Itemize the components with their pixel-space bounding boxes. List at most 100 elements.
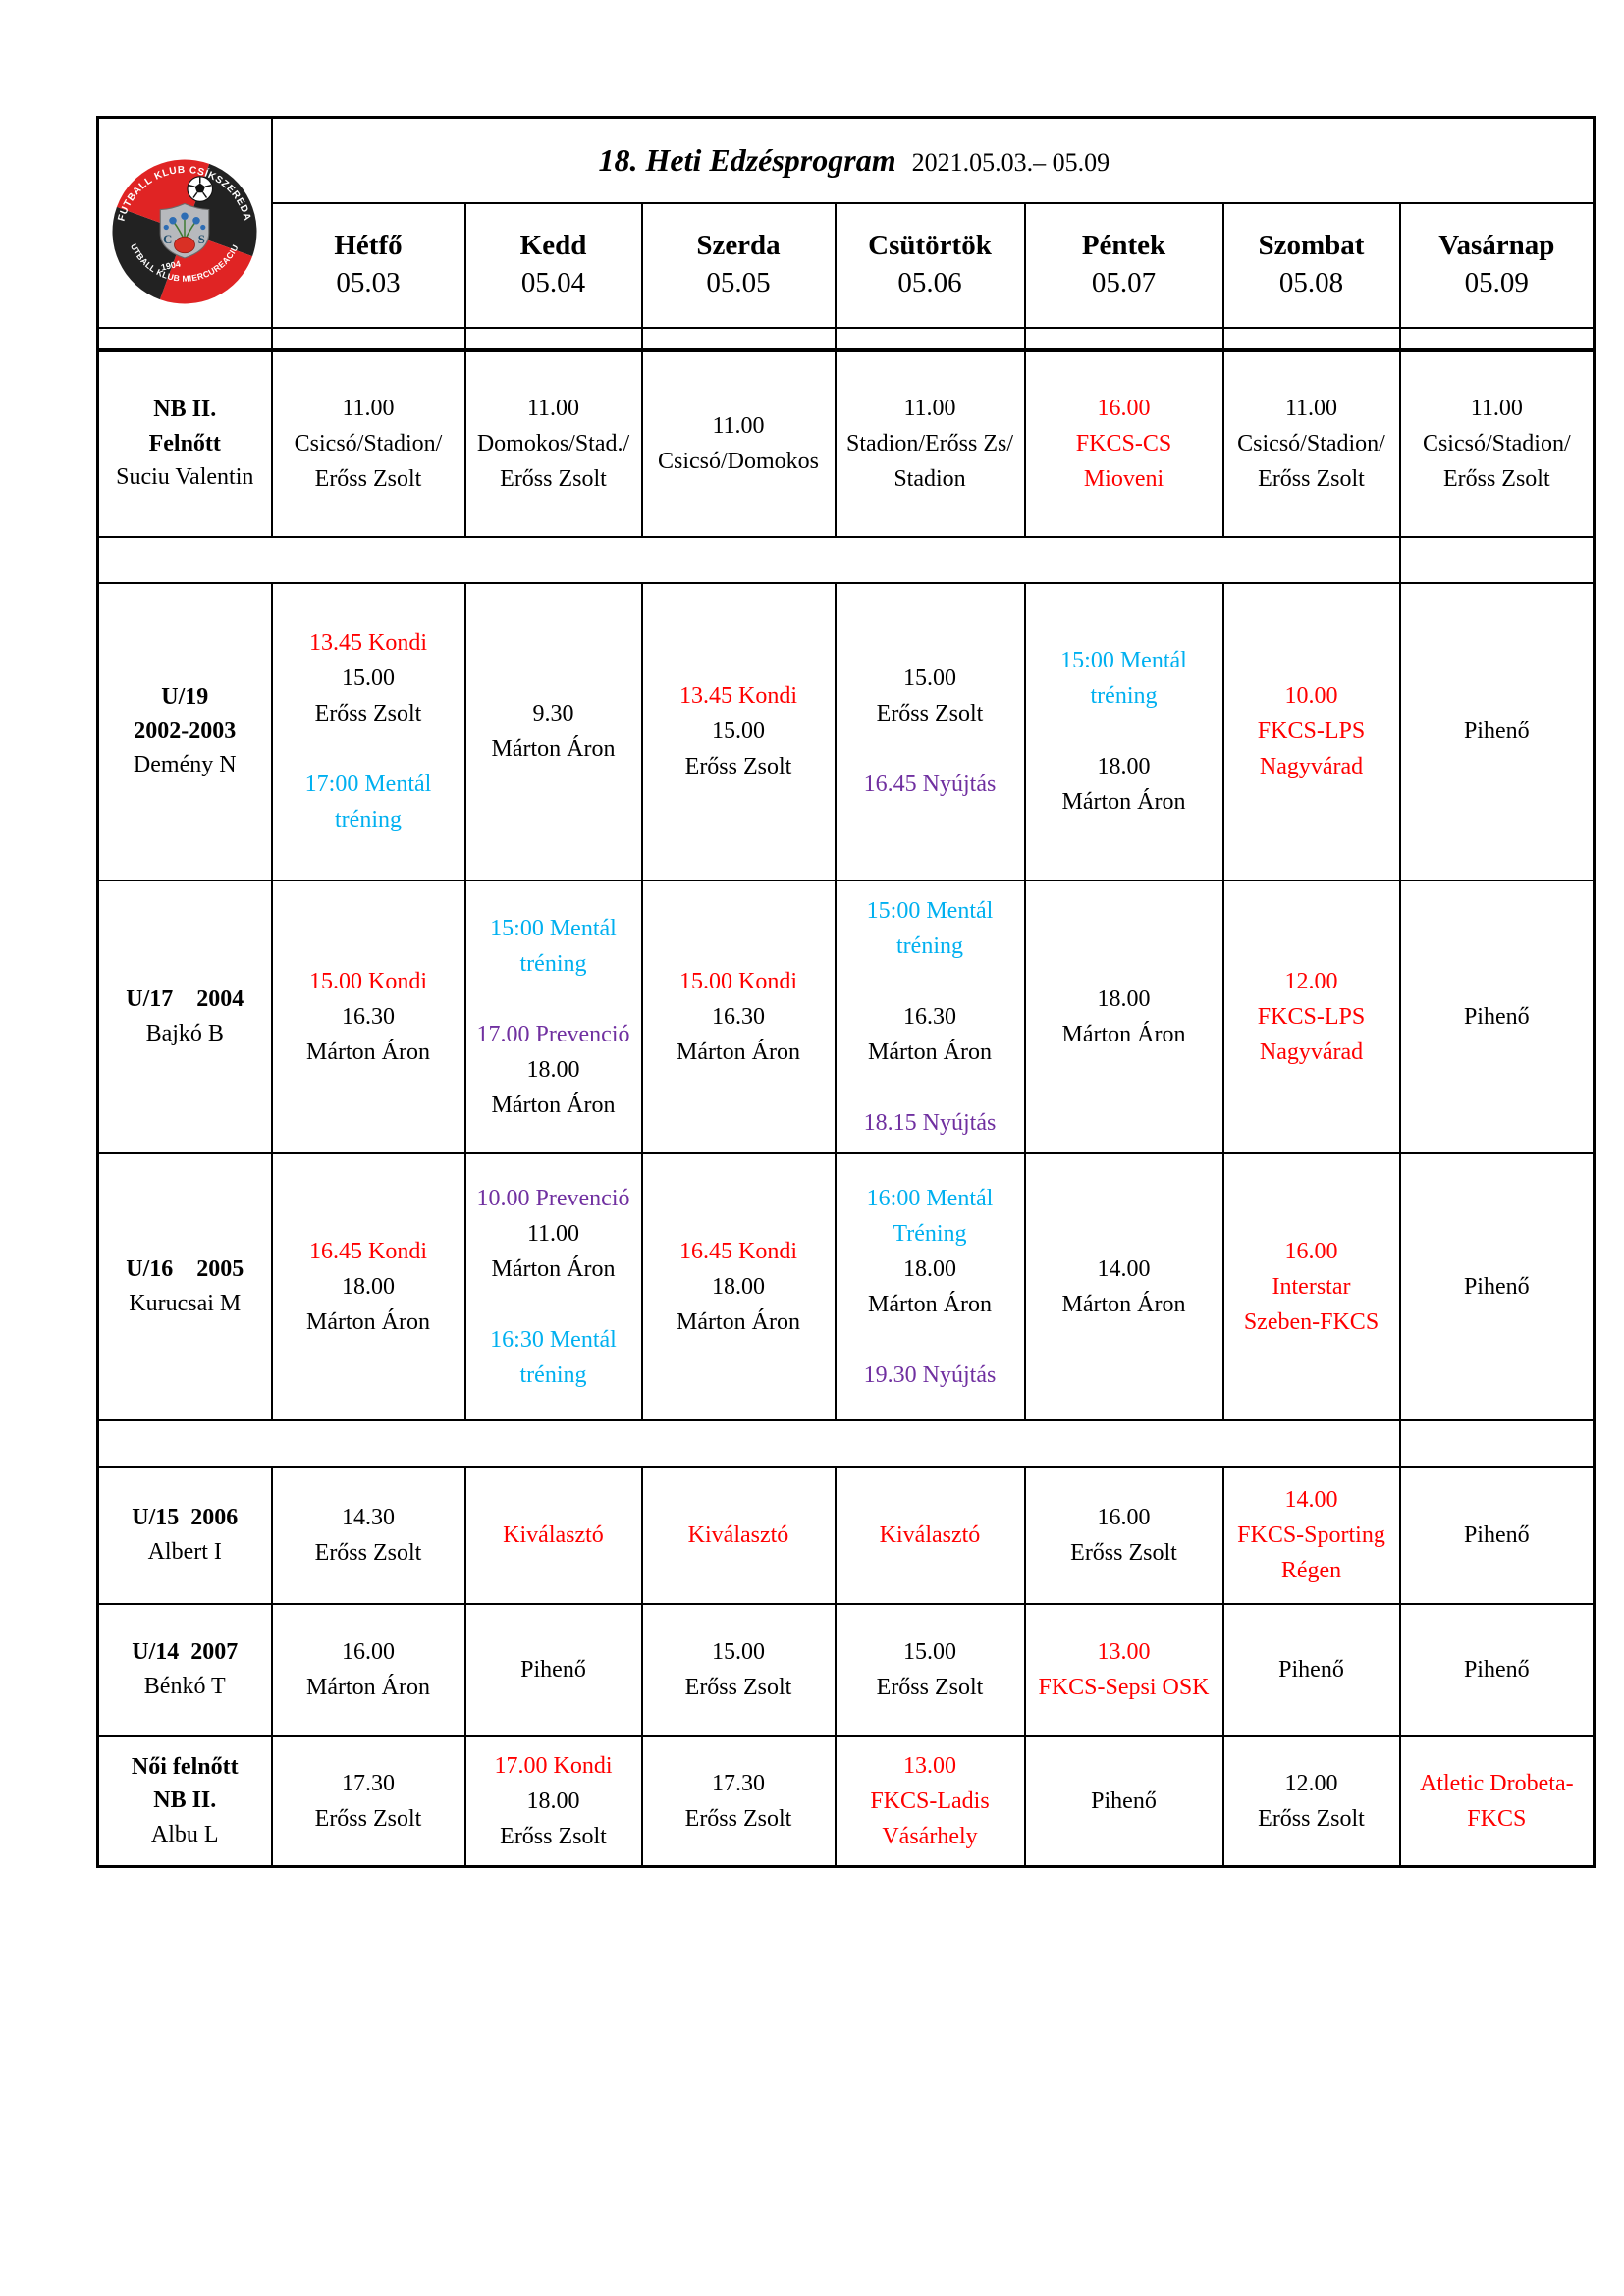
day-header-szombat: Szombat 05.08: [1221, 201, 1401, 329]
cell-u14-pentek: 13.00 FKCS-Sepsi OSK: [1023, 1602, 1224, 1737]
separator-row: [96, 535, 1596, 584]
schedule-entry-line: FKCS-CS: [1075, 431, 1172, 456]
schedule-entry-line: 16.45 Nyújtás: [863, 772, 997, 797]
schedule-entry-line: Márton Áron: [1061, 789, 1186, 815]
team-label-line: 2002-2003: [134, 718, 237, 744]
schedule-entry-line: 18.15 Nyújtás: [863, 1109, 997, 1136]
schedule-head: C S FUTBALL KLUB CSÍKSZEREDA FUTBALL KLU…: [96, 116, 1596, 329]
cell-u16-szerda: 16.45 Kondi 18.00 Márton Áron: [640, 1151, 837, 1421]
team-label-line: U/15 2006: [132, 1504, 239, 1530]
day-name: Kedd: [519, 230, 587, 262]
day-date: 05.03: [336, 267, 401, 298]
schedule-entry-line: Márton Áron: [1061, 1021, 1186, 1047]
schedule-entry-line: Stadion/Erőss Zs/: [845, 431, 1013, 456]
schedule-entry-line: 16.00: [1097, 396, 1151, 421]
schedule-table: C S FUTBALL KLUB CSÍKSZEREDA FUTBALL KLU…: [96, 116, 1597, 1868]
schedule-entry-line: Domokos/Stad./: [476, 431, 630, 456]
schedule-entry-line: 15.00 Kondi: [309, 968, 427, 994]
schedule-entry-line: 14.00: [1284, 1486, 1338, 1513]
cell-u19-vasarnap: Pihenő: [1398, 581, 1596, 881]
schedule-entry-line: 9.30: [532, 701, 574, 726]
schedule-entry-line: 18.00: [526, 1788, 580, 1814]
schedule-entry-line: FKCS-Sepsi OSK: [1038, 1675, 1210, 1700]
schedule-entry-line: FKCS-Ladis: [870, 1788, 990, 1814]
schedule-entry-line: 11.00: [342, 396, 395, 421]
separator-cell: [1398, 326, 1596, 351]
team-label-line: NB II.: [153, 1788, 217, 1814]
page-title: 18. Heti Edzésprogram: [598, 141, 896, 178]
cell-u16-szombat: 16.00 Interstar Szeben-FKCS: [1221, 1151, 1401, 1421]
separator-cell: [1023, 326, 1224, 351]
schedule-row-u15: U/15 2006 Albert I 14.30 Erőss Zsolt Kiválas…: [96, 1465, 1596, 1605]
schedule-entry-line: 17.30: [342, 1770, 395, 1796]
day-date: 05.05: [706, 267, 771, 298]
schedule-entry-line: 15.00: [712, 1639, 765, 1665]
cell-u14-hetfo: 16.00 Márton Áron: [270, 1602, 466, 1737]
schedule-entry-line: 16.00: [342, 1639, 395, 1665]
cell-u15-szombat: 14.00 FKCS-Sporting Régen: [1221, 1465, 1401, 1605]
schedule-entry-line: 15:00 Mentál: [490, 915, 617, 941]
schedule-entry-line: tréning: [519, 1362, 587, 1388]
cell-u16-kedd: 10.00 Prevenció 11.00 Márton Áron 16:30 Men…: [463, 1151, 643, 1421]
cell-u17-kedd: 15:00 Mentál tréning 17.00 Prevenció 18.00 M…: [463, 879, 643, 1154]
schedule-entry-line: 17.30: [712, 1770, 765, 1796]
schedule-entry-line: Erőss Zsolt: [876, 1675, 984, 1700]
blank-line: [838, 731, 1023, 767]
cell-noi-felnott-kedd: 17.00 Kondi 18.00 Erőss Zsolt: [463, 1735, 643, 1868]
separator-row: [96, 1418, 1596, 1468]
cell-u19-csutortok: 15.00 Erőss Zsolt 16.45 Nyújtás: [834, 581, 1026, 881]
schedule-entry-line: Nagyvárad: [1259, 1039, 1364, 1065]
schedule-entry-line: Vásárhely: [882, 1823, 978, 1849]
cell-u16-csutortok: 16:00 Mentál Tréning 18.00 Márton Áron 19.30…: [834, 1151, 1026, 1421]
schedule-entry-line: Mioveni: [1083, 466, 1164, 492]
schedule-entry-line: Pihenő: [1463, 719, 1530, 744]
schedule-entry-line: 16.30: [712, 1003, 765, 1030]
blank-line: [838, 1322, 1023, 1358]
schedule-row-u16: U/16 2005 Kurucsai M 16.45 Kondi 18.00 Márto…: [96, 1151, 1596, 1421]
schedule-entry-line: Márton Áron: [306, 1675, 430, 1700]
schedule-entry-line: 16.45 Kondi: [309, 1238, 427, 1264]
separator-cell: [1398, 535, 1596, 584]
schedule-entry-line: Csicsó/Domokos: [657, 449, 819, 474]
schedule-entry-line: Interstar: [1272, 1273, 1351, 1300]
schedule-entry-line: 16.00: [1097, 1504, 1151, 1530]
schedule-entry-line: 11.00: [1284, 396, 1338, 421]
cell-u17-szerda: 15.00 Kondi 16.30 Márton Áron: [640, 879, 837, 1154]
cell-u15-hetfo: 14.30 Erőss Zsolt: [270, 1465, 466, 1605]
team-label-line: U/16 2005: [126, 1255, 244, 1282]
schedule-row-u17: U/17 2004 Bajkó B 15.00 Kondi 16.30 Márton Á…: [96, 879, 1596, 1154]
schedule-entry-line: 11.00: [903, 396, 956, 421]
cell-u16-pentek: 14.00 Márton Áron: [1023, 1151, 1224, 1421]
separator-cell: [834, 326, 1026, 351]
cell-u16-hetfo: 16.45 Kondi 18.00 Márton Áron: [270, 1151, 466, 1421]
schedule-entry-line: 18.00: [342, 1273, 395, 1300]
team-label-line: Albert I: [147, 1538, 222, 1565]
schedule-entry-line: Stadion: [893, 466, 966, 492]
logo-ball-icon: [187, 176, 214, 202]
schedule-entry-line: Márton Áron: [306, 1308, 430, 1335]
schedule-entry-line: Pihenő: [1463, 1657, 1530, 1682]
schedule-entry-line: FKCS: [1467, 1805, 1527, 1832]
team-label-line: U/17 2004: [126, 986, 244, 1012]
schedule-entry-line: Márton Áron: [677, 1308, 800, 1335]
cell-nb2-felnott-szombat: 11.00 Csicsó/Stadion/Erőss Zsolt: [1221, 347, 1401, 538]
schedule-entry-line: Márton Áron: [491, 736, 616, 762]
day-name: Vasárnap: [1438, 230, 1555, 262]
schedule-entry-line: Erőss Zsolt: [314, 701, 422, 726]
schedule-entry-line: Pihenő: [1463, 1273, 1530, 1300]
cell-u14-csutortok: 15.00 Erőss Zsolt: [834, 1602, 1026, 1737]
day-name: Csütörtök: [868, 230, 992, 262]
separator-cell: [463, 326, 643, 351]
cell-u14-szombat: Pihenő: [1221, 1602, 1401, 1737]
schedule-row-nb2-felnott: NB II. Felnőtt Suciu Valentin 11.00 Csicsó/S…: [96, 347, 1596, 538]
schedule-entry-line: 15.00: [903, 666, 956, 691]
schedule-entry-line: 18.00: [903, 1255, 956, 1282]
schedule-entry-line: Nagyvárad: [1259, 754, 1364, 779]
cell-u17-pentek: 18.00 Márton Áron: [1023, 879, 1224, 1154]
team-cell-nb2-felnott: NB II. Felnőtt Suciu Valentin: [96, 347, 273, 538]
schedule-entry-line: 15.00: [342, 666, 395, 691]
schedule-entry-line: Atletic Drobeta-: [1419, 1770, 1574, 1796]
team-label-line: Kurucsai M: [129, 1290, 242, 1316]
schedule-entry-line: FKCS-LPS: [1257, 719, 1366, 744]
cell-nb2-felnott-pentek: 16.00 FKCS-CS Mioveni: [1023, 347, 1224, 538]
